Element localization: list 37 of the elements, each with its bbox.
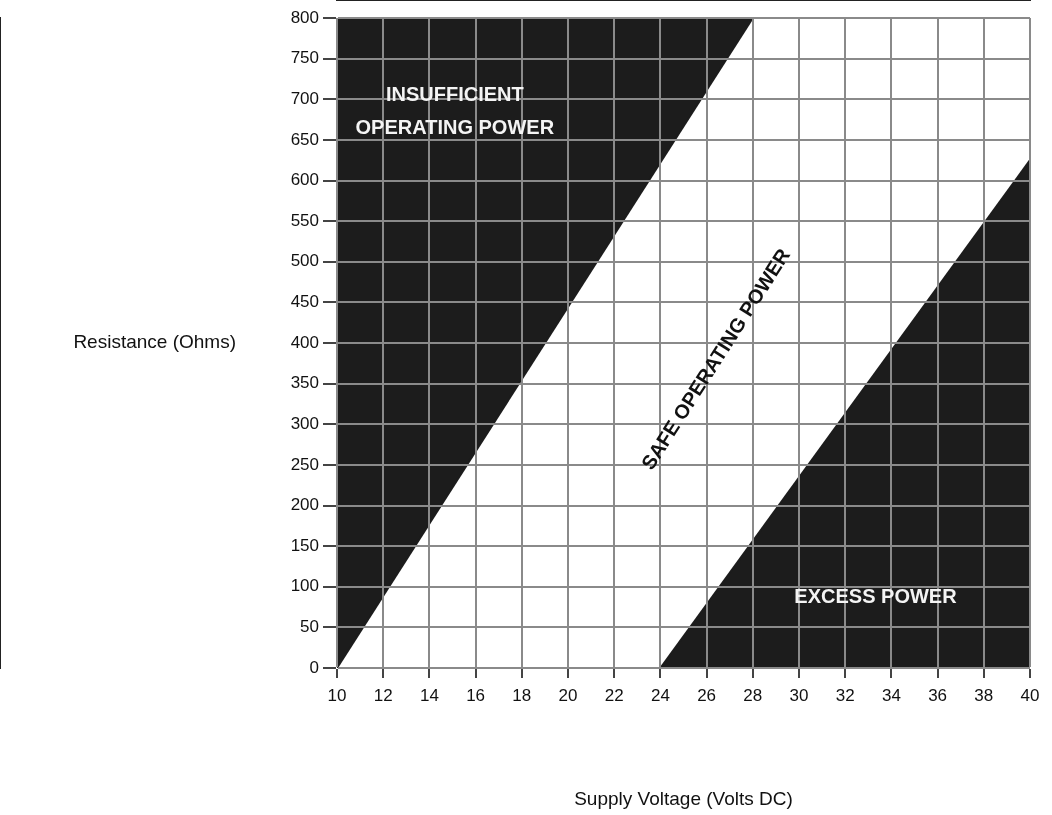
y-tick-label: 0 xyxy=(309,657,319,677)
x-tick-label: 38 xyxy=(974,685,994,705)
x-axis-title: Supply Voltage (Volts DC) xyxy=(574,787,793,809)
x-tick-label: 20 xyxy=(558,685,578,705)
y-tick-label: 200 xyxy=(290,495,319,515)
x-tick-label: 30 xyxy=(789,685,809,705)
x-tick-label: 36 xyxy=(928,685,948,705)
x-tick-label: 12 xyxy=(373,685,393,705)
y-tick-label: 550 xyxy=(290,210,319,230)
x-tick-label: 34 xyxy=(881,685,901,705)
y-axis-title: Resistance (Ohms) xyxy=(73,331,236,353)
y-tick-label: 450 xyxy=(290,292,319,312)
y-tick-label: 650 xyxy=(290,129,319,149)
x-tick-label: 32 xyxy=(835,685,855,705)
x-tick-label: 10 xyxy=(327,685,347,705)
x-tick-label: 26 xyxy=(697,685,717,705)
y-tick-label: 50 xyxy=(300,617,319,637)
annotation: INSUFFICIENT OPERATING POWER xyxy=(355,82,555,138)
y-tick-label: 250 xyxy=(290,454,319,474)
y-tick-label: 400 xyxy=(290,332,319,352)
x-tick-label: 18 xyxy=(512,685,532,705)
x-tick-label: 16 xyxy=(466,685,486,705)
x-tick-label: 24 xyxy=(650,685,670,705)
y-tick-label: 750 xyxy=(290,48,319,68)
x-tick-label: 22 xyxy=(604,685,624,705)
y-tick-label: 150 xyxy=(290,535,319,555)
x-tick-label: 14 xyxy=(419,685,439,705)
y-tick-label: 700 xyxy=(290,88,319,108)
y-tick-label: 800 xyxy=(290,7,319,27)
y-tick-label: 500 xyxy=(290,251,319,271)
y-tick-label: 350 xyxy=(290,373,319,393)
y-tick-label: 300 xyxy=(290,413,319,433)
y-tick-label: 600 xyxy=(290,170,319,190)
annotation: EXCESS POWER xyxy=(794,585,958,608)
y-tick-label: 100 xyxy=(290,576,319,596)
x-tick-label: 28 xyxy=(743,685,763,705)
x-tick-label: 40 xyxy=(1020,685,1040,705)
